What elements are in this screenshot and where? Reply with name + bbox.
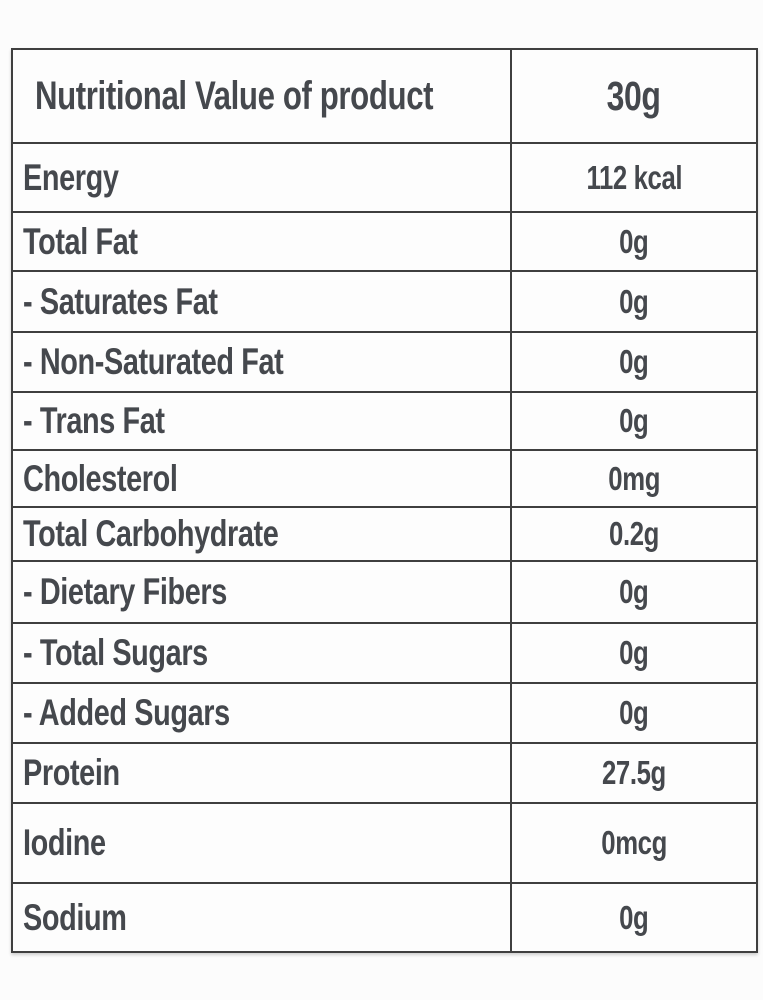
row-label-cell: Sodium — [13, 884, 512, 951]
row-value: 112 kcal — [586, 158, 682, 196]
row-label-cell: Total Fat — [13, 213, 512, 270]
table-row: - Trans Fat 0g — [13, 391, 756, 449]
row-value: 0g — [619, 898, 649, 936]
row-label: Total Carbohydrate — [23, 513, 279, 554]
row-label-cell: - Added Sugars — [13, 684, 512, 742]
row-label: Protein — [23, 752, 120, 793]
row-value-cell: 0g — [512, 272, 756, 331]
row-label-cell: - Trans Fat — [13, 393, 512, 449]
table-row: Energy 112 kcal — [13, 142, 756, 211]
row-value-cell: 0g — [512, 213, 756, 270]
row-label-cell: - Saturates Fat — [13, 272, 512, 331]
row-value-cell: 0g — [512, 562, 756, 622]
row-value: 0g — [619, 634, 649, 671]
row-label: - Saturates Fat — [23, 280, 218, 322]
table-row: Sodium 0g — [13, 882, 756, 951]
row-label: - Added Sugars — [23, 692, 230, 733]
table-row: - Dietary Fibers 0g — [13, 560, 756, 622]
row-label-cell: Protein — [13, 744, 512, 802]
row-value-cell: 0g — [512, 884, 756, 951]
row-label: Sodium — [23, 896, 127, 938]
row-label-cell: - Total Sugars — [13, 624, 512, 682]
row-value-cell: 0mcg — [512, 804, 756, 882]
row-value-cell: 0g — [512, 624, 756, 682]
header-label-cell: Nutritional Value of product — [13, 50, 512, 142]
row-label: Energy — [23, 156, 119, 198]
row-value: 0g — [619, 222, 649, 260]
table-header-row: Nutritional Value of product 30g — [13, 50, 756, 142]
row-value-cell: 0g — [512, 333, 756, 391]
table-row: - Saturates Fat 0g — [13, 270, 756, 331]
row-value-cell: 0.2g — [512, 508, 756, 560]
row-label: - Trans Fat — [23, 400, 165, 441]
row-label-cell: Total Carbohydrate — [13, 508, 512, 560]
row-label: - Non-Saturated Fat — [23, 341, 284, 382]
nutrition-table: Nutritional Value of product 30g Energy … — [11, 48, 758, 953]
row-label: - Dietary Fibers — [23, 571, 227, 612]
serving-size-value: 30g — [607, 72, 661, 119]
row-value: 0mcg — [601, 824, 667, 861]
row-value-cell: 27.5g — [512, 744, 756, 802]
table-row: Iodine 0mcg — [13, 802, 756, 882]
table-row: - Added Sugars 0g — [13, 682, 756, 742]
row-value-cell: 112 kcal — [512, 144, 756, 211]
row-value: 27.5g — [602, 754, 666, 791]
row-value: 0g — [619, 282, 649, 320]
row-value-cell: 0g — [512, 393, 756, 449]
row-value: 0mg — [608, 459, 660, 497]
table-row: Cholesterol 0mg — [13, 449, 756, 506]
header-value-cell: 30g — [512, 50, 756, 142]
row-value: 0g — [619, 402, 649, 439]
table-row: Protein 27.5g — [13, 742, 756, 802]
row-value: 0.2g — [609, 515, 659, 552]
row-label-cell: - Dietary Fibers — [13, 562, 512, 622]
row-label-cell: Cholesterol — [13, 451, 512, 506]
table-row: Total Carbohydrate 0.2g — [13, 506, 756, 560]
row-value: 0g — [619, 573, 649, 610]
table-row: - Non-Saturated Fat 0g — [13, 331, 756, 391]
row-label: Total Fat — [23, 220, 138, 262]
row-value-cell: 0g — [512, 684, 756, 742]
row-label: Iodine — [23, 822, 106, 863]
row-value: 0g — [619, 694, 649, 731]
row-label-cell: - Non-Saturated Fat — [13, 333, 512, 391]
table-row: - Total Sugars 0g — [13, 622, 756, 682]
row-label-cell: Iodine — [13, 804, 512, 882]
row-label: - Total Sugars — [23, 632, 208, 673]
row-label-cell: Energy — [13, 144, 512, 211]
row-label: Cholesterol — [23, 457, 178, 499]
table-row: Total Fat 0g — [13, 211, 756, 270]
row-value-cell: 0mg — [512, 451, 756, 506]
row-value: 0g — [619, 343, 649, 380]
header-label: Nutritional Value of product — [35, 73, 434, 118]
